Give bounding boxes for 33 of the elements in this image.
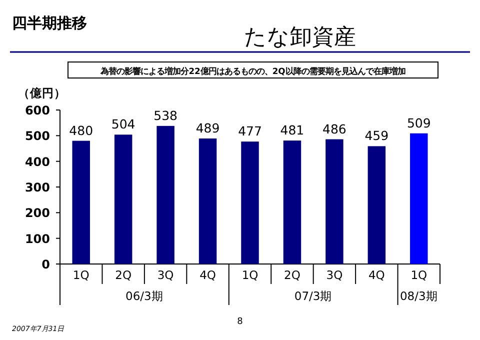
- data-label: 504: [111, 116, 136, 132]
- data-label: 459: [364, 128, 389, 144]
- data-label: 477: [238, 124, 262, 139]
- data-label: 481: [280, 122, 304, 138]
- chart-subtitle: 為替の影響による増加分22億円はあるものの、2Q以降の需要期を見込んで在庫増加: [100, 66, 406, 76]
- x-tick-label: 4Q: [368, 268, 385, 282]
- chart-title: たな卸資産: [244, 25, 356, 50]
- text: 08/3期: [400, 289, 438, 303]
- y-tick-label: 500: [24, 129, 50, 144]
- y-tick-label: 600: [24, 104, 50, 118]
- y-tick-label: 300: [24, 180, 50, 194]
- data-label: 509: [406, 115, 431, 130]
- text: 06/3期: [126, 289, 164, 303]
- y-axis-title: （億円）: [18, 86, 66, 100]
- text: 四半期推移: [12, 14, 87, 32]
- text: 07/3期: [294, 289, 332, 303]
- y-tick-label: 0: [42, 258, 50, 272]
- data-label: 486: [322, 121, 346, 136]
- data-label: 480: [69, 122, 94, 138]
- x-tick-label: 4Q: [200, 268, 216, 282]
- text: 8: [237, 317, 244, 327]
- x-tick-label: 1Q: [72, 268, 90, 282]
- x-tick-label: 3Q: [326, 268, 343, 282]
- x-tick-label: 1Q: [410, 268, 428, 282]
- y-tick-label: 100: [24, 232, 50, 246]
- x-tick-label: 1Q: [242, 268, 258, 282]
- data-label: 538: [154, 108, 178, 123]
- y-tick-label: 200: [24, 206, 50, 220]
- x-tick-label: 3Q: [157, 268, 174, 282]
- data-label: 489: [196, 120, 220, 136]
- x-tick-label: 2Q: [284, 268, 300, 282]
- x-tick-label: 2Q: [115, 268, 132, 282]
- y-tick-label: 400: [24, 154, 50, 169]
